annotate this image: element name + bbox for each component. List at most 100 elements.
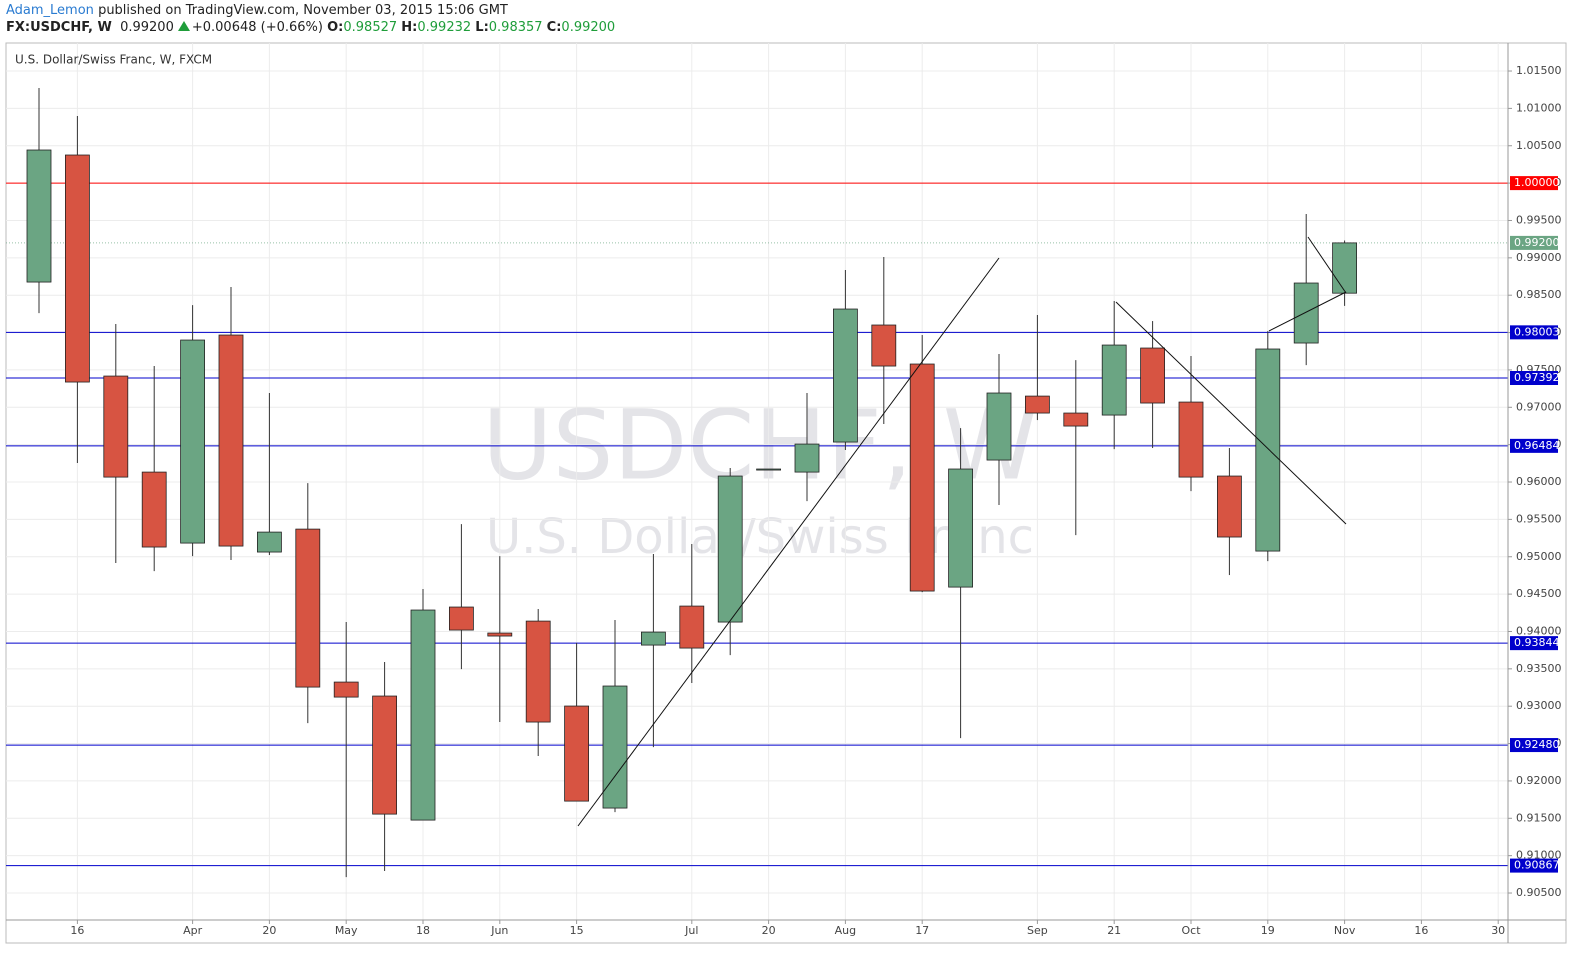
candle-body bbox=[372, 695, 398, 815]
candle-body bbox=[1217, 475, 1242, 538]
x-tick-label: 18 bbox=[416, 924, 430, 937]
trend-line bbox=[577, 257, 1000, 827]
x-tick-label: 20 bbox=[762, 924, 776, 937]
candle-body bbox=[794, 443, 820, 473]
chart-title: U.S. Dollar/Swiss Franc, W, FXCM bbox=[15, 53, 212, 67]
change: +0.00648 (+0.66%) bbox=[191, 20, 323, 35]
candle-body bbox=[948, 468, 973, 588]
author-link[interactable]: Adam_Lemon bbox=[6, 3, 94, 18]
candle-body bbox=[525, 620, 551, 723]
price-label: 0.96484 bbox=[1514, 439, 1560, 452]
x-tick-label: 30 bbox=[1491, 924, 1505, 937]
price-label-box bbox=[1510, 371, 1558, 386]
candle-body bbox=[141, 471, 167, 548]
price-label-box bbox=[1510, 176, 1558, 191]
x-tick-label: 21 bbox=[1107, 924, 1121, 937]
candle-body bbox=[564, 705, 589, 802]
price-label: 0.93844 bbox=[1514, 636, 1560, 649]
y-tick-label: 0.94000 bbox=[1516, 624, 1562, 637]
x-tick-label: 17 bbox=[915, 924, 929, 937]
y-tick-label: 0.91000 bbox=[1516, 849, 1562, 862]
candle-body bbox=[1332, 242, 1357, 294]
candle-body bbox=[1255, 348, 1281, 552]
candle-body bbox=[410, 609, 436, 821]
y-tick-label: 0.94500 bbox=[1516, 587, 1562, 600]
ohlc-value: 0.99232 bbox=[417, 20, 472, 35]
x-tick-label: Jun bbox=[490, 924, 508, 937]
y-tick-label: 0.96000 bbox=[1516, 475, 1562, 488]
candle-body bbox=[1178, 401, 1204, 478]
y-tick-label: 0.99500 bbox=[1516, 213, 1562, 226]
candle-body bbox=[602, 685, 628, 809]
candle-body bbox=[218, 334, 244, 547]
x-tick-label: Apr bbox=[183, 924, 203, 937]
ohlc-label: L: bbox=[475, 20, 489, 35]
x-tick-label: 20 bbox=[262, 924, 276, 937]
candle-body bbox=[833, 308, 858, 443]
candle-body bbox=[1063, 412, 1089, 427]
price-label: 1.00000 bbox=[1514, 176, 1560, 189]
x-tick-label: Jul bbox=[684, 924, 698, 937]
candle-body bbox=[180, 339, 206, 544]
y-tick-label: 0.95500 bbox=[1516, 512, 1562, 525]
watermark-subtitle: U.S. Dollar/Swiss Franc bbox=[486, 509, 1034, 565]
y-tick-label: 0.99000 bbox=[1516, 251, 1562, 264]
candle-body bbox=[26, 149, 52, 283]
x-tick-label: 16 bbox=[70, 924, 84, 937]
quote-line: FX:USDCHF, W 0.99200 +0.00648 (+0.66%) O:… bbox=[6, 20, 615, 35]
candle-body bbox=[295, 528, 321, 688]
trend-line bbox=[1115, 301, 1347, 525]
ohlc-value: 0.98357 bbox=[488, 20, 543, 35]
candle-body bbox=[256, 531, 282, 553]
x-tick-label: Oct bbox=[1181, 924, 1201, 937]
price-label-box bbox=[1510, 325, 1558, 340]
price-label: 0.97392 bbox=[1514, 371, 1560, 384]
y-tick-label: 0.97000 bbox=[1516, 400, 1562, 413]
x-tick-label: 19 bbox=[1261, 924, 1275, 937]
symbol: FX:USDCHF, W bbox=[6, 20, 112, 35]
price-label: 0.92480 bbox=[1514, 738, 1560, 751]
candle-body bbox=[909, 363, 935, 592]
x-tick-label: Nov bbox=[1334, 924, 1356, 937]
y-tick-label: 1.01000 bbox=[1516, 101, 1562, 114]
candle-body bbox=[717, 475, 743, 623]
ohlc-label: C: bbox=[546, 20, 562, 35]
price-label-box bbox=[1510, 738, 1558, 753]
panel-border bbox=[5, 42, 1567, 944]
trend-line bbox=[1268, 291, 1347, 332]
x-tick-label: May bbox=[335, 924, 358, 937]
price-label-box bbox=[1510, 235, 1558, 250]
x-tick-label: 16 bbox=[1414, 924, 1428, 937]
last-price: 0.99200 bbox=[120, 20, 174, 35]
price-label-box bbox=[1510, 438, 1558, 453]
y-tick-label: 0.98500 bbox=[1516, 288, 1562, 301]
ohlc-value: 0.98527 bbox=[343, 20, 398, 35]
y-tick-label: 1.00500 bbox=[1516, 139, 1562, 152]
candle-body bbox=[641, 631, 666, 646]
price-label-box bbox=[1510, 636, 1558, 651]
candle-body bbox=[1140, 347, 1165, 404]
y-tick-label: 1.01500 bbox=[1516, 64, 1562, 77]
price-label: 0.99200 bbox=[1514, 236, 1560, 249]
candle-body bbox=[65, 154, 90, 383]
y-tick-label: 0.91500 bbox=[1516, 811, 1562, 824]
y-tick-label: 0.95000 bbox=[1516, 550, 1562, 563]
candle-body bbox=[103, 375, 129, 478]
axes: 0.905000.910000.915000.920000.925000.930… bbox=[70, 64, 1561, 937]
x-tick-label: 15 bbox=[570, 924, 584, 937]
candle-body bbox=[679, 605, 705, 649]
candle-body bbox=[487, 632, 513, 637]
candle-body bbox=[333, 681, 359, 698]
x-tick-label: Sep bbox=[1027, 924, 1048, 937]
candle-body bbox=[1101, 344, 1127, 416]
candle-body bbox=[1293, 282, 1319, 344]
candle-body bbox=[756, 468, 781, 471]
candle-body bbox=[448, 606, 474, 631]
price-label: 0.90867 bbox=[1514, 859, 1560, 872]
plot bbox=[6, 43, 1508, 920]
y-tick-label: 0.92000 bbox=[1516, 774, 1562, 787]
y-tick-label: 0.93000 bbox=[1516, 699, 1562, 712]
ohlc-value: 0.99200 bbox=[561, 20, 616, 35]
candle-body bbox=[871, 324, 897, 367]
